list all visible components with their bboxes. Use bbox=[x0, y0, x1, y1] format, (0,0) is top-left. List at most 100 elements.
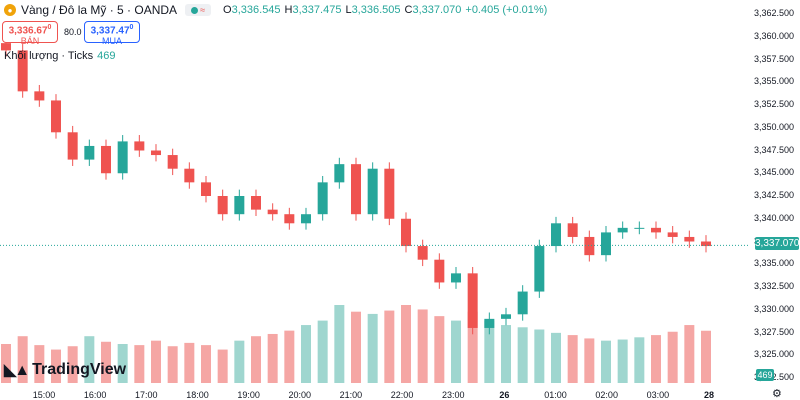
price-tick-label: 3,347.500 bbox=[753, 144, 794, 155]
volume-bar bbox=[567, 335, 578, 383]
volume-bar bbox=[351, 311, 361, 383]
tradingview-logo-icon: ◣▲ bbox=[4, 362, 30, 379]
buy-button[interactable]: 3,337.470 MUA bbox=[84, 21, 140, 46]
volume-bar bbox=[484, 320, 495, 383]
time-tick-label: 19:00 bbox=[237, 390, 260, 400]
candle-body bbox=[167, 155, 178, 169]
time-tick-label: 23:00 bbox=[441, 390, 465, 400]
volume-bar bbox=[701, 330, 711, 383]
wave-icon: ≈ bbox=[200, 5, 206, 15]
price-tick-label: 3,330.000 bbox=[753, 303, 794, 314]
volume-bar bbox=[217, 349, 228, 383]
candle-body bbox=[251, 196, 261, 210]
time-tick-label: 20:00 bbox=[288, 390, 312, 400]
price-tick-label: 3,335.000 bbox=[753, 258, 794, 269]
price-tick-label: 3,345.000 bbox=[753, 167, 794, 178]
low-value: 3,336.505 bbox=[351, 4, 401, 16]
volume-bar bbox=[134, 345, 145, 383]
candle-body bbox=[601, 232, 611, 256]
candle-body bbox=[101, 145, 111, 174]
candle-body bbox=[467, 273, 478, 328]
symbol-title[interactable]: Vàng / Đô la Mỹ · 5 · OANDA bbox=[21, 3, 178, 17]
candle-body bbox=[117, 141, 128, 174]
gold-coin-icon: ● bbox=[4, 4, 16, 16]
time-tick-label: 02:00 bbox=[595, 390, 618, 400]
tradingview-logo[interactable]: ◣▲ TradingView bbox=[4, 361, 127, 379]
time-tick-label: 28 bbox=[703, 390, 715, 400]
volume-indicator-label[interactable]: Khối lượng · Ticks 469 bbox=[4, 50, 116, 62]
candle-body bbox=[1, 43, 11, 51]
ohlc-readout: O3,336.545 H3,337.475 L3,336.505 C3,337.… bbox=[223, 4, 548, 16]
volume-bar bbox=[451, 320, 461, 383]
candle-body bbox=[701, 241, 711, 247]
time-tick-label: 18:00 bbox=[186, 390, 209, 400]
close-value: 3,337.070 bbox=[412, 4, 462, 16]
candle-body bbox=[584, 236, 595, 256]
candle-body bbox=[234, 196, 245, 215]
time-tick-label: 01:00 bbox=[544, 390, 567, 400]
candle-body bbox=[201, 182, 211, 196]
volume-bar bbox=[184, 342, 195, 383]
candle-body bbox=[317, 182, 328, 215]
candle-body bbox=[667, 232, 678, 237]
volume-bar bbox=[284, 330, 295, 383]
candle-body bbox=[434, 259, 445, 283]
sell-button[interactable]: 3,336.670 BÁN bbox=[2, 21, 58, 46]
candle-body bbox=[684, 236, 695, 242]
volume-bar bbox=[551, 332, 561, 383]
volume-bar bbox=[384, 310, 395, 383]
volume-bar bbox=[1, 344, 11, 383]
volume-bar bbox=[517, 327, 528, 383]
volume-bar bbox=[367, 313, 378, 383]
last-price-badge: 3,337.070 bbox=[755, 237, 800, 250]
volume-bar bbox=[301, 325, 311, 383]
gear-icon[interactable]: ⚙ bbox=[772, 388, 782, 400]
volume-bar bbox=[51, 349, 61, 383]
volume-bar bbox=[67, 346, 78, 383]
candle-body bbox=[384, 168, 395, 219]
candle-body bbox=[567, 223, 578, 237]
candle-body bbox=[34, 91, 45, 101]
market-status-pill[interactable]: ≈ bbox=[185, 4, 212, 16]
volume-bar bbox=[401, 305, 411, 383]
price-tick-label: 3,340.000 bbox=[753, 212, 794, 223]
time-tick-label: 17:00 bbox=[135, 390, 158, 400]
volume-bar bbox=[651, 335, 661, 383]
time-tick-label: 16:00 bbox=[83, 390, 107, 400]
candle-body bbox=[451, 273, 461, 283]
time-tick-label: 26 bbox=[499, 390, 510, 400]
price-tick-label: 3,350.000 bbox=[753, 121, 794, 132]
volume-bar bbox=[234, 340, 245, 383]
volume-bar bbox=[634, 337, 645, 383]
volume-bar bbox=[167, 346, 178, 383]
volume-badge: 469 bbox=[756, 369, 774, 381]
volume-bar bbox=[251, 336, 261, 383]
volume-bar bbox=[501, 325, 511, 383]
high-value: 3,337.475 bbox=[292, 4, 342, 16]
candle-body bbox=[17, 50, 28, 92]
price-tick-label: 3,332.500 bbox=[753, 281, 794, 291]
candle-body bbox=[634, 227, 645, 229]
candle-body bbox=[367, 168, 378, 215]
candle-body bbox=[184, 168, 195, 183]
volume-bar bbox=[684, 325, 695, 383]
volume-bar bbox=[84, 336, 95, 383]
candle-body bbox=[401, 218, 411, 247]
volume-bar bbox=[667, 331, 678, 383]
volume-bar bbox=[467, 311, 478, 383]
volume-bar bbox=[434, 316, 445, 383]
candle-body bbox=[84, 145, 95, 160]
volume-bar bbox=[317, 320, 328, 383]
spread-value: 80.0 bbox=[64, 27, 82, 37]
time-tick-label: 15:00 bbox=[32, 390, 56, 400]
price-tick-label: 3,360.000 bbox=[753, 30, 794, 41]
candle-body bbox=[484, 318, 495, 328]
price-tick-label: 3,357.500 bbox=[753, 53, 794, 64]
volume-bar bbox=[117, 344, 128, 383]
candle-body bbox=[284, 214, 295, 224]
candle-body bbox=[534, 246, 545, 292]
candle-body bbox=[617, 227, 628, 233]
candle-body bbox=[517, 291, 528, 315]
candle-body bbox=[134, 141, 145, 151]
